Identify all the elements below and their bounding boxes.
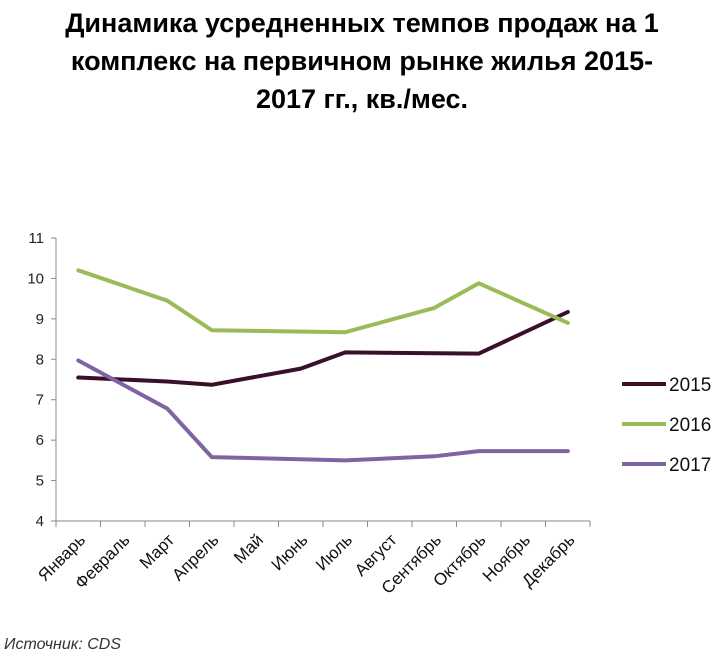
source-note: Источник: CDS (4, 636, 121, 653)
y-axis-ticks: 4 5 6 7 8 9 10 11 (27, 230, 56, 530)
y-tick-label: 10 (27, 270, 44, 287)
x-tick-label: Июль (312, 530, 356, 574)
x-tick-label: Май (230, 530, 267, 567)
legend-label-2017: 2017 (669, 455, 711, 476)
series-line-2017 (76, 358, 570, 463)
y-tick-label: 9 (36, 311, 44, 328)
y-tick-label: 8 (36, 351, 44, 368)
legend-label-2015: 2015 (669, 375, 711, 396)
y-tick-label: 7 (36, 392, 44, 409)
y-tick-label: 6 (36, 432, 44, 449)
series-line-2015 (76, 310, 570, 387)
y-tick-label: 4 (36, 513, 44, 530)
series-lines (76, 268, 570, 463)
chart-title: Динамика усредненных темпов продаж на 1 … (65, 8, 659, 114)
x-tick-label: Апрель (168, 530, 222, 584)
x-tick-label: Июнь (268, 530, 312, 574)
y-tick-label: 11 (28, 230, 44, 247)
series-line-2016 (76, 268, 570, 335)
legend: 2015 2016 2017 (622, 375, 711, 476)
y-tick-label: 5 (36, 473, 44, 490)
x-tick-label: Март (136, 530, 178, 572)
legend-label-2016: 2016 (669, 415, 711, 436)
